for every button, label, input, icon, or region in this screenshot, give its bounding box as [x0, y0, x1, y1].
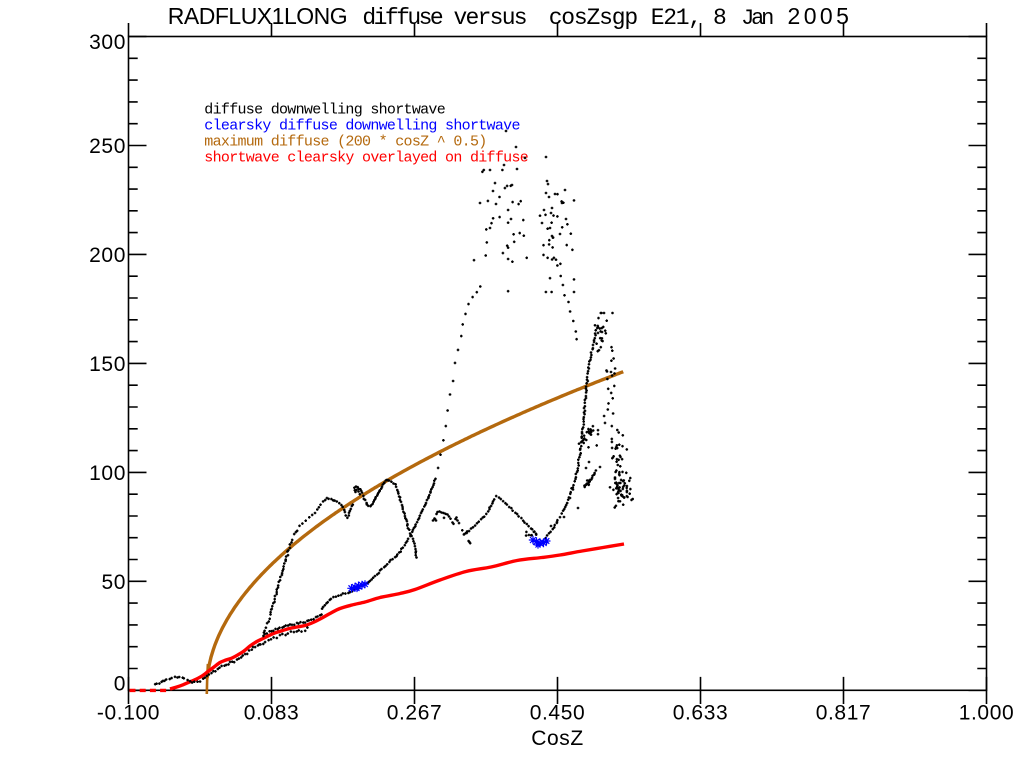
svg-text:0.083: 0.083 [244, 702, 300, 725]
svg-text:shortwave clearsky overlayed o: shortwave clearsky overlayed on diffuse [204, 149, 528, 166]
svg-text:RADFLUX1LONG: RADFLUX1LONG [168, 3, 347, 29]
svg-text:0.817: 0.817 [816, 702, 872, 725]
svg-text:cosZsgp: cosZsgp [549, 5, 638, 31]
svg-text:2005: 2005 [788, 3, 853, 29]
svg-text:8: 8 [713, 5, 727, 31]
svg-text:200: 200 [89, 244, 126, 267]
svg-text:150: 150 [89, 353, 126, 376]
svg-text:0.450: 0.450 [530, 702, 586, 725]
svg-text:250: 250 [89, 135, 126, 158]
svg-text:0: 0 [114, 673, 126, 696]
svg-text:diffuse downwelling shortwave: diffuse downwelling shortwave [204, 102, 445, 119]
svg-text:100: 100 [89, 462, 126, 485]
svg-text:-0.100: -0.100 [97, 702, 160, 725]
svg-text:E21,: E21, [651, 5, 701, 31]
svg-text:1.000: 1.000 [959, 702, 1015, 725]
svg-text:CosZ: CosZ [531, 727, 584, 750]
svg-text:0.633: 0.633 [673, 702, 729, 725]
svg-text:300: 300 [89, 31, 126, 54]
svg-text:versus: versus [454, 5, 526, 31]
svg-text:Jan: Jan [741, 6, 773, 31]
svg-text:maximum diffuse (200 * cosZ ^: maximum diffuse (200 * cosZ ^ 0.5) [204, 133, 486, 150]
svg-text:diffuse: diffuse [362, 5, 442, 31]
svg-text:clearsky diffuse downwelling s: clearsky diffuse downwelling shortwave [204, 118, 520, 135]
svg-text:50: 50 [101, 571, 126, 594]
svg-text:0.267: 0.267 [387, 702, 443, 725]
